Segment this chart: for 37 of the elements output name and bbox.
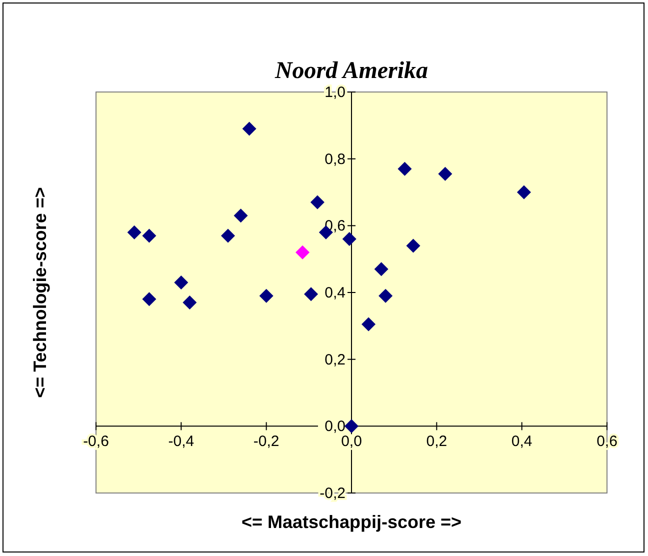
point [374, 262, 388, 276]
x-tick-label: 0,6 [596, 433, 618, 450]
point [142, 292, 156, 306]
point [127, 225, 142, 240]
x-tick-label: -0,6 [83, 433, 109, 450]
point [342, 232, 356, 246]
point [378, 288, 393, 303]
x-axis-title: <= Maatschappij-score => [241, 512, 462, 532]
y-tick-label: 1,0 [324, 84, 346, 101]
y-axis-title: <= Technologie-score => [30, 187, 50, 398]
point [259, 288, 274, 303]
point [174, 275, 188, 290]
x-tick-label: -0,4 [168, 433, 194, 450]
point [304, 287, 318, 302]
x-tick-label: -0,2 [253, 433, 280, 450]
y-tick-label: -0,2 [320, 485, 346, 502]
point [142, 228, 156, 243]
y-tick-label: 0,8 [324, 150, 346, 168]
point [516, 185, 531, 200]
chart-title: Noord Amerika [274, 58, 428, 84]
point [406, 238, 420, 253]
point [182, 296, 197, 310]
point [344, 419, 358, 434]
point [398, 162, 412, 176]
point [362, 317, 376, 332]
point [242, 122, 256, 136]
point [234, 208, 248, 223]
y-tick-label: 0,0 [324, 418, 346, 436]
point [310, 195, 324, 210]
point [296, 245, 310, 260]
y-tick-label: 0,4 [324, 284, 346, 302]
x-tick-label: 0,2 [426, 433, 448, 450]
y-tick-label: 0,2 [324, 351, 346, 368]
x-tick-label: 0,4 [511, 433, 532, 450]
point [221, 228, 236, 243]
x-tick-label: 0,0 [341, 433, 362, 450]
point [438, 166, 452, 181]
